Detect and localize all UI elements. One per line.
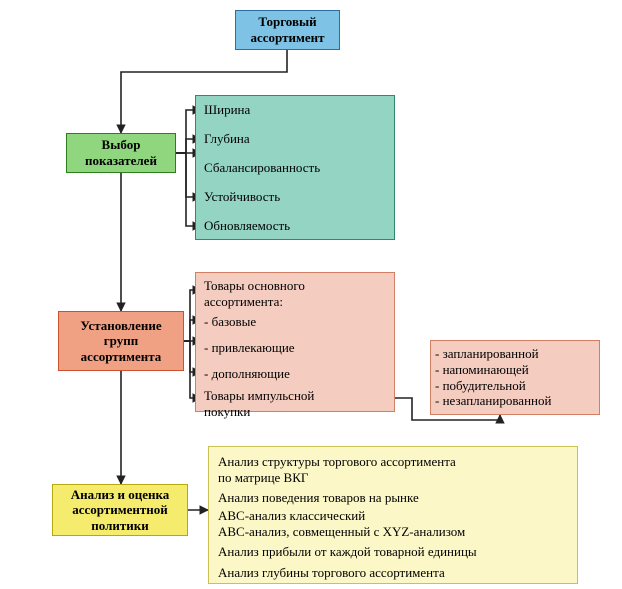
node-label-groups: Установление групп ассортимента (80, 318, 161, 365)
text-a3: ABC-анализ классический ABC-анализ, совм… (218, 508, 465, 540)
text-g5: Товары импульсной покупки (204, 388, 314, 420)
text-g1: Товары основного ассортимента: (204, 278, 305, 310)
node-label-analysis: Анализ и оценка ассортиментной политики (71, 487, 170, 534)
text-a5: Анализ глубины торгового ассортимента (218, 565, 445, 581)
text-c4: Устойчивость (204, 189, 280, 205)
node-groups: Установление групп ассортимента (58, 311, 184, 371)
text-g2: - базовые (204, 314, 256, 330)
node-root: Торговый ассортимент (235, 10, 340, 50)
node-label-root: Торговый ассортимент (251, 14, 325, 45)
node-label-impulse_box: - запланированной - напоминающей - побуд… (435, 346, 551, 408)
node-analysis: Анализ и оценка ассортиментной политики (52, 484, 188, 536)
text-c5: Обновляемость (204, 218, 290, 234)
text-g4: - дополняющие (204, 366, 290, 382)
text-a2: Анализ поведения товаров на рынке (218, 490, 419, 506)
text-c2: Глубина (204, 131, 250, 147)
node-impulse_box: - запланированной - напоминающей - побуд… (430, 340, 600, 415)
node-choice: Выбор показателей (66, 133, 176, 173)
node-label-choice: Выбор показателей (85, 137, 157, 168)
text-a1: Анализ структуры торгового ассортимента … (218, 454, 456, 486)
flowchart-canvas: - запланированной - напоминающей - побуд… (0, 0, 622, 589)
text-a4: Анализ прибыли от каждой товарной единиц… (218, 544, 477, 560)
text-g3: - привлекающие (204, 340, 295, 356)
text-c3: Сбалансированность (204, 160, 320, 176)
text-c1: Ширина (204, 102, 250, 118)
